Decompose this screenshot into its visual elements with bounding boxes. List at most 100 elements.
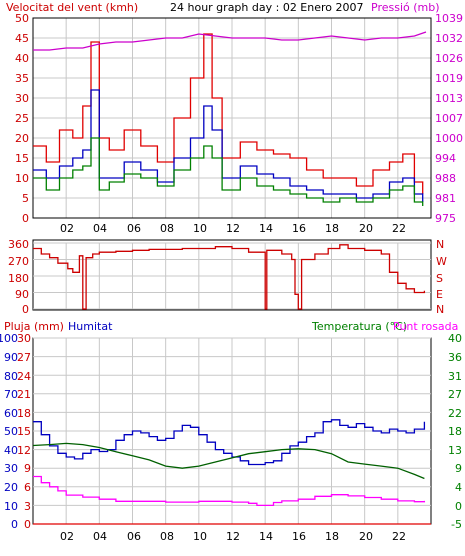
rain-tick-12: 12 xyxy=(17,444,31,457)
hour-tick-20-b: 20 xyxy=(359,530,373,543)
temp-tick-36: 36 xyxy=(448,351,462,364)
panel1-series xyxy=(33,31,427,206)
rain-tick-15: 15 xyxy=(17,425,31,438)
hour-tick-18-b: 18 xyxy=(325,530,339,543)
compass-s: S xyxy=(436,272,443,285)
panel3-hour-ticks: 02 04 06 08 10 12 14 16 18 20 22 xyxy=(60,530,406,543)
humidity-tick-0: 0 xyxy=(11,518,18,531)
hour-tick-08: 08 xyxy=(160,222,174,235)
pressure-tick-994: 994 xyxy=(435,152,456,165)
temp-tick-9: 9 xyxy=(455,462,462,475)
panel3-series xyxy=(32,419,431,525)
rain-tick-30: 30 xyxy=(17,332,31,345)
compass-w: W xyxy=(436,255,447,268)
direction-tick-360: 360 xyxy=(8,238,29,251)
direction-tick-270: 270 xyxy=(8,255,29,268)
hour-tick-04: 04 xyxy=(93,222,107,235)
pressure-tick-1013: 1013 xyxy=(435,92,463,105)
compass-n-bottom: N xyxy=(436,303,444,316)
humidity-line xyxy=(33,419,426,466)
wind-tick-45: 45 xyxy=(15,32,29,45)
rain-tick-6: 6 xyxy=(24,481,31,494)
direction-tick-0: 0 xyxy=(22,303,29,316)
pressure-tick-975: 975 xyxy=(435,212,456,225)
wind_dir-line xyxy=(33,244,426,310)
wind-tick-35: 35 xyxy=(15,72,29,85)
panel2-series xyxy=(33,244,426,310)
pressure-tick-988: 988 xyxy=(435,172,456,185)
pressure-tick-1032: 1032 xyxy=(435,32,463,45)
wind-speed-ticks: 0 5 10 15 20 25 30 35 40 45 50 xyxy=(15,12,29,225)
temp-tick-m5: -5 xyxy=(451,518,462,531)
rain-tick-21: 21 xyxy=(17,388,31,401)
humidity-tick-20: 20 xyxy=(4,481,18,494)
pressure-tick-1000: 1000 xyxy=(435,132,463,145)
panel1-frame xyxy=(32,17,432,219)
humidity-tick-80: 80 xyxy=(4,370,18,383)
wind-speed-axis-title: Velocitat del vent (kmh) xyxy=(6,1,138,14)
humidity-tick-70: 70 xyxy=(4,388,18,401)
rain-tick-24: 24 xyxy=(17,370,31,383)
wind-tick-0: 0 xyxy=(22,212,29,225)
hour-tick-22-b: 22 xyxy=(392,530,406,543)
hour-tick-14: 14 xyxy=(259,222,273,235)
hour-tick-12-b: 12 xyxy=(226,530,240,543)
hour-tick-04-b: 04 xyxy=(93,530,107,543)
direction-tick-90: 90 xyxy=(15,288,29,301)
humidity-tick-60: 60 xyxy=(4,407,18,420)
temp-tick-0: 0 xyxy=(455,500,462,513)
temperature-line xyxy=(32,442,425,480)
hour-tick-16: 16 xyxy=(292,222,306,235)
rain-tick-0: 0 xyxy=(24,518,31,531)
panel1-hour-ticks: 02 04 06 08 10 12 14 16 18 20 22 xyxy=(60,222,406,235)
humidity-tick-40: 40 xyxy=(4,444,18,457)
wind-tick-25: 25 xyxy=(15,112,29,125)
humidity-axis-title: Humitat xyxy=(68,320,113,333)
hour-tick-08-b: 08 xyxy=(160,530,174,543)
rain-tick-27: 27 xyxy=(17,351,31,364)
humidity-tick-30: 30 xyxy=(4,462,18,475)
wind-tick-50: 50 xyxy=(15,12,29,25)
pressure-line xyxy=(33,31,427,51)
temperature-axis-title: Temperatura (°C) xyxy=(311,320,407,333)
rain-axis-title: Pluja (mm) xyxy=(4,320,64,333)
compass-n-top: N xyxy=(436,238,444,251)
humidity-tick-90: 90 xyxy=(4,351,18,364)
panel2-frame xyxy=(32,239,432,311)
avg_green-line xyxy=(33,137,424,206)
hour-tick-02: 02 xyxy=(60,222,74,235)
wind-tick-40: 40 xyxy=(15,52,29,65)
hour-tick-06-b: 06 xyxy=(127,530,141,543)
rain-tick-9: 9 xyxy=(24,462,31,475)
wind-tick-5: 5 xyxy=(22,192,29,205)
pressure-tick-1019: 1019 xyxy=(435,72,463,85)
wind-tick-15: 15 xyxy=(15,152,29,165)
temp-tick-4: 4 xyxy=(455,481,462,494)
hour-tick-06: 06 xyxy=(127,222,141,235)
compass-e: E xyxy=(436,288,443,301)
rain-ticks: 0 3 6 9 12 15 18 21 24 27 30 xyxy=(17,332,31,531)
pressure-tick-981: 981 xyxy=(435,192,456,205)
temp-tick-18: 18 xyxy=(448,425,462,438)
temp-tick-27: 27 xyxy=(448,388,462,401)
humidity-tick-10: 10 xyxy=(4,500,18,513)
temp-tick-13: 13 xyxy=(448,444,462,457)
humidity-tick-50: 50 xyxy=(4,425,18,438)
hour-tick-10-b: 10 xyxy=(193,530,207,543)
temp-tick-31: 31 xyxy=(448,370,462,383)
hour-tick-12: 12 xyxy=(226,222,240,235)
rain-tick-18: 18 xyxy=(17,407,31,420)
hour-tick-02-b: 02 xyxy=(60,530,74,543)
hour-tick-10: 10 xyxy=(193,222,207,235)
hour-tick-16-b: 16 xyxy=(292,530,306,543)
wind-tick-30: 30 xyxy=(15,92,29,105)
compass-labels: N W S E N xyxy=(436,238,447,316)
pressure-tick-1007: 1007 xyxy=(435,112,463,125)
hour-tick-18: 18 xyxy=(325,222,339,235)
temp-tick-40: 40 xyxy=(448,332,462,345)
chart-title: 24 hour graph day : 02 Enero 2007 xyxy=(170,1,364,14)
hour-tick-14-b: 14 xyxy=(259,530,273,543)
pressure-axis-title: Pressió (mb) xyxy=(371,1,440,14)
